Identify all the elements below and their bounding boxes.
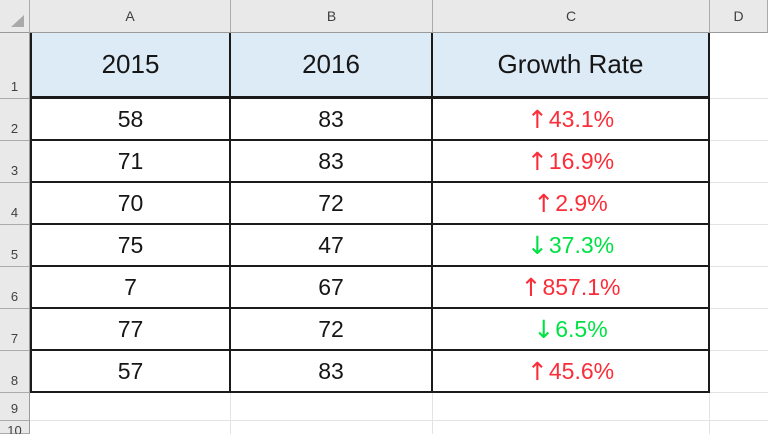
cell-B2[interactable]: 83	[231, 99, 433, 141]
trend-up-arrow-icon: ↑	[526, 356, 548, 386]
cell-D9[interactable]	[710, 393, 768, 421]
cell-B6[interactable]: 67	[231, 267, 433, 309]
cell-A9[interactable]	[30, 393, 231, 421]
cell-B3[interactable]: 83	[231, 141, 433, 183]
cell-D2[interactable]	[710, 99, 768, 141]
trend-down-arrow-icon: ↓	[533, 314, 555, 344]
column-header-A[interactable]: A	[30, 0, 231, 33]
row-header-3[interactable]: 3	[0, 141, 30, 183]
cell-B8[interactable]: 83	[231, 351, 433, 393]
trend-up-arrow-icon: ↑	[533, 188, 555, 218]
trend-down-arrow-icon: ↓	[526, 230, 548, 260]
cell-B4[interactable]: 72	[231, 183, 433, 225]
trend-up-arrow-icon: ↑	[520, 272, 542, 302]
cell-A5[interactable]: 75	[30, 225, 231, 267]
cell-C5[interactable]: ↓ 37.3%	[433, 225, 710, 267]
select-all-corner[interactable]	[0, 0, 30, 33]
cell-D8[interactable]	[710, 351, 768, 393]
growth-value: 45.6%	[548, 357, 615, 384]
cell-A8[interactable]: 57	[30, 351, 231, 393]
growth-value: 37.3%	[548, 231, 615, 258]
trend-up-arrow-icon: ↑	[526, 104, 548, 134]
cell-C3[interactable]: ↑ 16.9%	[433, 141, 710, 183]
row-header-6[interactable]: 6	[0, 267, 30, 309]
cell-D4[interactable]	[710, 183, 768, 225]
cell-B1[interactable]: 2016	[231, 33, 433, 99]
cell-D1[interactable]	[710, 33, 768, 99]
row-header-1[interactable]: 1	[0, 33, 30, 99]
cell-A7[interactable]: 77	[30, 309, 231, 351]
cell-D5[interactable]	[710, 225, 768, 267]
row-header-8[interactable]: 8	[0, 351, 30, 393]
cell-C10[interactable]	[433, 421, 710, 434]
cell-C6[interactable]: ↑ 857.1%	[433, 267, 710, 309]
cell-A6[interactable]: 7	[30, 267, 231, 309]
row-header-7[interactable]: 7	[0, 309, 30, 351]
trend-up-arrow-icon: ↑	[526, 146, 548, 176]
cell-C4[interactable]: ↑ 2.9%	[433, 183, 710, 225]
growth-value: 43.1%	[548, 105, 615, 132]
cell-B10[interactable]	[231, 421, 433, 434]
cell-C7[interactable]: ↓ 6.5%	[433, 309, 710, 351]
row-header-5[interactable]: 5	[0, 225, 30, 267]
cell-B5[interactable]: 47	[231, 225, 433, 267]
cell-D7[interactable]	[710, 309, 768, 351]
growth-value: 2.9%	[555, 189, 608, 216]
growth-value: 16.9%	[548, 147, 615, 174]
column-header-B[interactable]: B	[231, 0, 433, 33]
row-header-9[interactable]: 9	[0, 393, 30, 421]
cell-A2[interactable]: 58	[30, 99, 231, 141]
cell-A3[interactable]: 71	[30, 141, 231, 183]
cell-D3[interactable]	[710, 141, 768, 183]
row-header-10[interactable]: 10	[0, 421, 30, 434]
select-all-triangle-icon	[11, 15, 24, 27]
cell-C1[interactable]: Growth Rate	[433, 33, 710, 99]
cell-B9[interactable]	[231, 393, 433, 421]
cell-A10[interactable]	[30, 421, 231, 434]
cell-C8[interactable]: ↑ 45.6%	[433, 351, 710, 393]
column-header-D[interactable]: D	[710, 0, 768, 33]
growth-value: 6.5%	[555, 315, 608, 342]
cell-A4[interactable]: 70	[30, 183, 231, 225]
cell-D10[interactable]	[710, 421, 768, 434]
cell-C9[interactable]	[433, 393, 710, 421]
row-header-4[interactable]: 4	[0, 183, 30, 225]
cell-B7[interactable]: 72	[231, 309, 433, 351]
growth-value: 857.1%	[542, 273, 621, 300]
cell-A1[interactable]: 2015	[30, 33, 231, 99]
cell-C2[interactable]: ↑ 43.1%	[433, 99, 710, 141]
row-header-2[interactable]: 2	[0, 99, 30, 141]
cell-D6[interactable]	[710, 267, 768, 309]
column-header-C[interactable]: C	[433, 0, 710, 33]
